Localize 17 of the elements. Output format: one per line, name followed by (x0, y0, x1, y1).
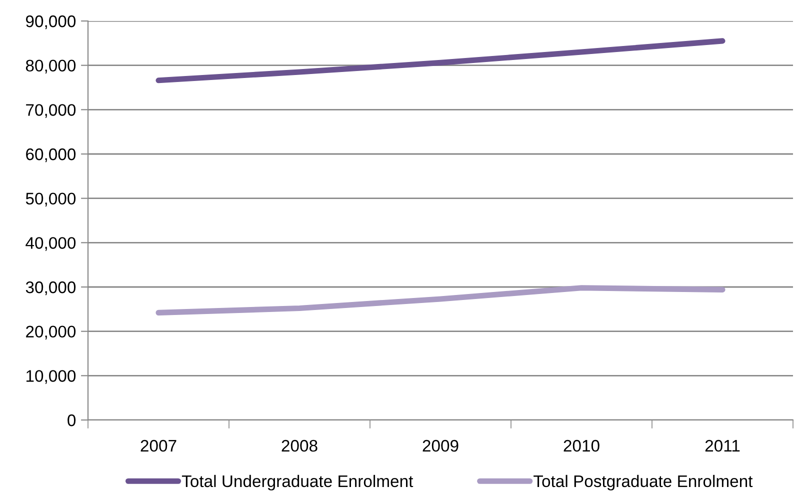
y-tick-label: 30,000 (26, 281, 76, 296)
x-tick-label: 2008 (282, 440, 318, 452)
y-tick-label: 10,000 (26, 370, 76, 384)
legend-label: Total Undergraduate Enrolment (182, 474, 414, 490)
y-tick-label: 70,000 (26, 104, 76, 118)
y-tick-label: 0 (68, 414, 76, 426)
y-tick-label: 40,000 (26, 237, 76, 251)
y-tick-label: 90,000 (26, 15, 76, 30)
legend-label: Total Postgraduate Enrolment (534, 474, 753, 490)
y-tick-label: 20,000 (26, 326, 76, 340)
x-tick-label: 2007 (140, 440, 176, 452)
x-tick-label: 2010 (564, 440, 600, 452)
x-tick-label: 2009 (422, 440, 458, 452)
y-tick-label: 50,000 (26, 192, 76, 207)
y-tick-label: 60,000 (26, 148, 76, 162)
y-tick-label: 80,000 (26, 60, 76, 74)
x-tick-label: 2011 (705, 440, 740, 452)
